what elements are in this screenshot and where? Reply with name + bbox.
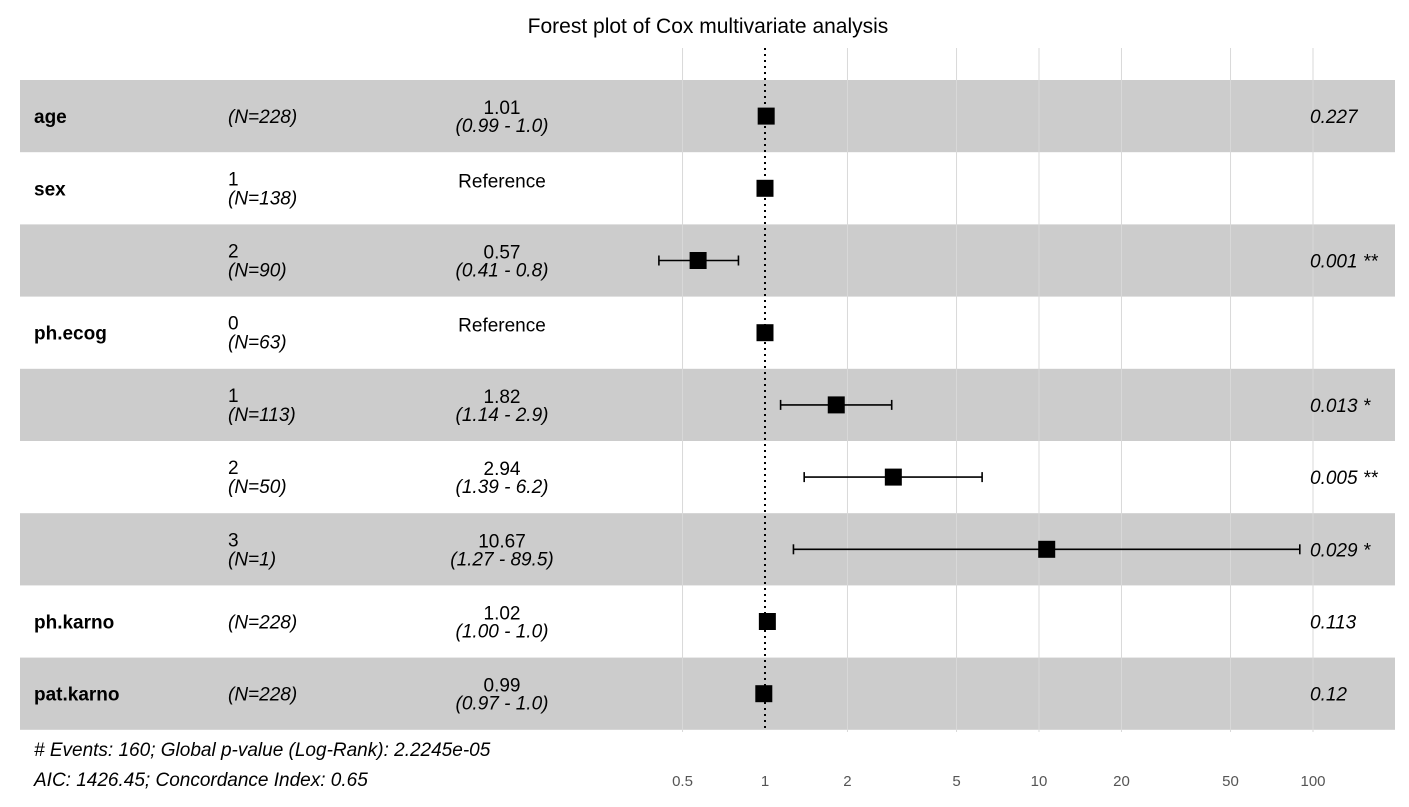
hr-marker	[884, 468, 902, 486]
n-label: (N=63)	[228, 333, 287, 354]
chart-title: Forest plot of Cox multivariate analysis	[528, 15, 889, 38]
ci-value: (1.39 - 6.2)	[456, 477, 549, 498]
hr-value: 0.99	[484, 676, 521, 697]
row-band	[20, 368, 1395, 441]
variable-label: sex	[34, 179, 66, 200]
n-label: (N=228)	[228, 107, 297, 128]
hr-value: Reference	[458, 171, 546, 192]
p-value: 0.227	[1310, 107, 1359, 128]
x-tick-label: 2	[843, 773, 851, 790]
hr-marker	[757, 107, 775, 125]
x-tick-label: 20	[1113, 773, 1130, 790]
hr-value: 1.01	[484, 98, 521, 119]
hr-marker	[689, 252, 707, 269]
variable-label: ph.ecog	[34, 324, 107, 345]
hr-marker	[827, 396, 845, 414]
x-tick-label: 100	[1300, 773, 1325, 790]
hr-value: 10.67	[478, 531, 526, 552]
level-label: 2	[228, 458, 239, 479]
footer-aic-line: AIC: 1426.45; Concordance Index: 0.65	[33, 770, 368, 791]
variable-label: pat.karno	[34, 685, 120, 706]
row-bands	[20, 80, 1395, 730]
hr-marker	[756, 179, 774, 197]
ci-value: (1.14 - 2.9)	[456, 405, 549, 426]
n-label: (N=228)	[228, 613, 297, 634]
level-label: 0	[228, 314, 239, 335]
hr-value: 0.57	[484, 243, 521, 264]
hr-marker	[758, 613, 776, 630]
p-value: 0.001 **	[1310, 252, 1378, 273]
x-tick-label: 5	[952, 773, 960, 790]
n-label: (N=50)	[228, 477, 287, 498]
p-value: 0.12	[1310, 685, 1347, 706]
hr-marker	[1038, 540, 1056, 558]
n-label: (N=1)	[228, 549, 276, 570]
x-tick-label: 50	[1222, 773, 1239, 790]
x-tick-label: 10	[1031, 773, 1048, 790]
n-label: (N=113)	[228, 405, 296, 426]
hr-marker	[756, 324, 774, 342]
variable-label: ph.karno	[34, 613, 114, 634]
n-label: (N=228)	[228, 685, 297, 706]
x-axis-ticks: 0.5 1 2 5 10 20 50 100	[672, 773, 1325, 790]
gridlines	[682, 48, 1314, 732]
n-label: (N=138)	[228, 188, 297, 209]
ci-value: (0.97 - 1.0)	[456, 694, 549, 715]
x-tick-label: 1	[761, 773, 769, 790]
level-label: 2	[228, 242, 239, 263]
row-band	[20, 657, 1395, 730]
hr-value: 2.94	[484, 459, 521, 480]
ci-value: (0.99 - 1.0)	[456, 116, 549, 137]
hr-value: 1.02	[484, 604, 521, 625]
hr-marker	[755, 685, 773, 703]
variable-label: age	[34, 107, 67, 128]
ci-value: (1.00 - 1.0)	[456, 622, 549, 643]
hr-value: 1.82	[484, 387, 521, 408]
ci-value: (0.41 - 0.8)	[456, 261, 549, 282]
ci-value: (1.27 - 89.5)	[450, 549, 554, 570]
p-value: 0.013 *	[1310, 396, 1371, 417]
hazard-ratio-markers	[689, 107, 1056, 703]
hr-value: Reference	[458, 316, 546, 337]
p-value: 0.005 **	[1310, 468, 1378, 489]
row-band	[20, 80, 1395, 153]
x-tick-label: 0.5	[672, 773, 693, 790]
level-label: 3	[228, 530, 239, 551]
p-value: 0.029 *	[1310, 540, 1371, 561]
level-label: 1	[228, 386, 239, 407]
footer-events-line: # Events: 160; Global p-value (Log-Rank)…	[34, 740, 491, 761]
level-label: 1	[228, 169, 239, 190]
p-value: 0.113	[1310, 613, 1357, 634]
n-label: (N=90)	[228, 261, 287, 282]
